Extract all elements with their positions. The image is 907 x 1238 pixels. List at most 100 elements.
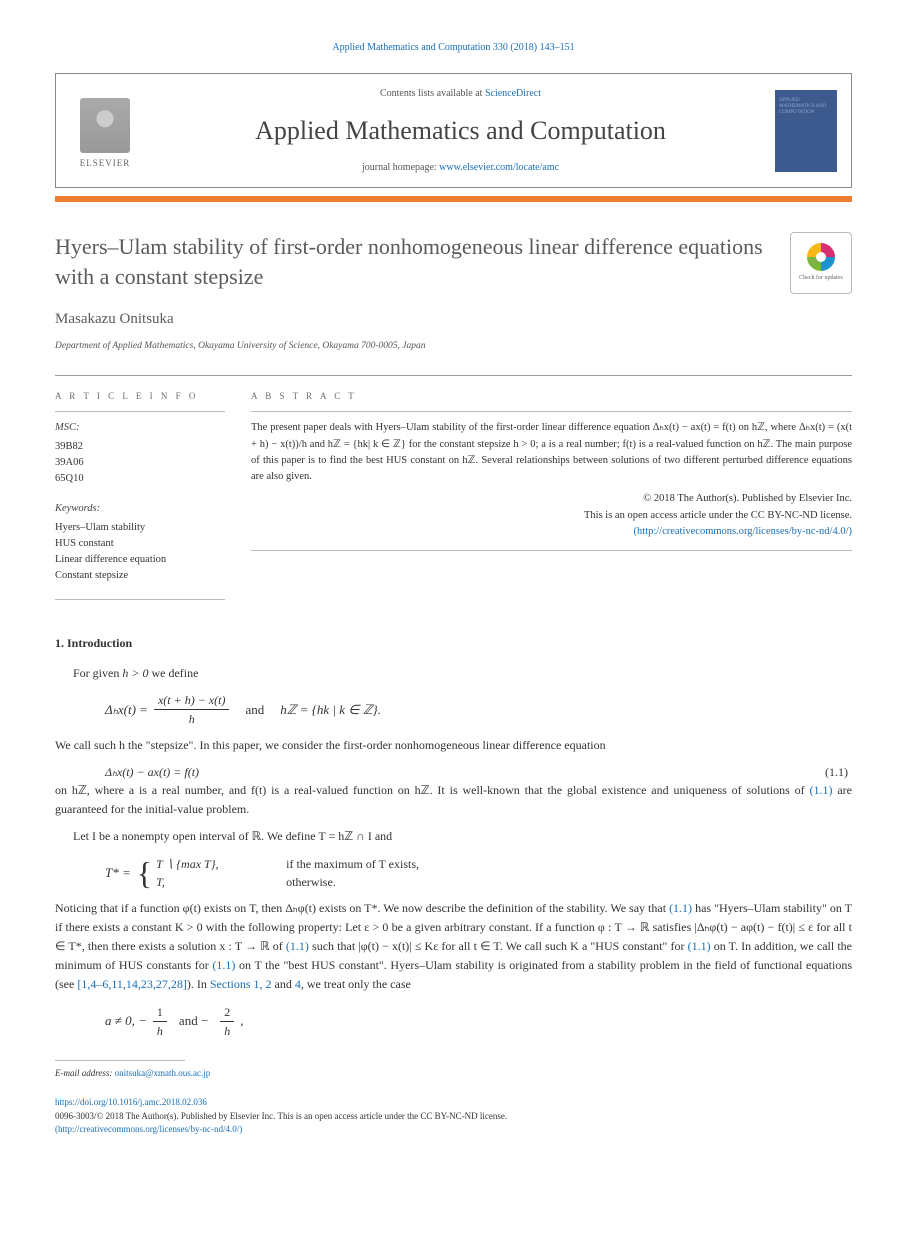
- footer-divider: [55, 1060, 185, 1061]
- check-updates-badge[interactable]: Check for updates: [790, 232, 852, 294]
- article-info-col: A R T I C L E I N F O MSC: 39B82 39A06 6…: [55, 390, 225, 608]
- email-label: E-mail address:: [55, 1068, 115, 1078]
- publisher-label: ELSEVIER: [80, 157, 131, 171]
- text-span: Noticing that if a function φ(t) exists …: [55, 901, 669, 915]
- publisher-logo: ELSEVIER: [70, 91, 140, 171]
- contents-line: Contents lists available at ScienceDirec…: [158, 86, 763, 101]
- equation-number: (1.1): [825, 763, 848, 781]
- section-ref-link[interactable]: Sections 1, 2: [210, 977, 272, 991]
- license-link[interactable]: (http://creativecommons.org/licenses/by-…: [633, 526, 852, 537]
- text-span: and: [272, 977, 295, 991]
- equation-display: T* = { T ∖ {max T}, if the maximum of T …: [105, 855, 852, 891]
- thin-divider: [251, 411, 852, 412]
- keywords-label: Keywords:: [55, 501, 225, 517]
- journal-header: ELSEVIER Contents lists available at Sci…: [55, 73, 852, 188]
- abstract-text: The present paper deals with Hyers–Ulam …: [251, 420, 852, 485]
- math-inline: h > 0: [122, 666, 148, 680]
- thin-divider: [251, 550, 852, 551]
- case-lhs: T ∖ {max T},: [156, 855, 286, 873]
- sciencedirect-link[interactable]: ScienceDirect: [485, 88, 541, 99]
- abstract-col: A B S T R A C T The present paper deals …: [251, 390, 852, 608]
- equation-ref-link[interactable]: (1.1): [669, 901, 692, 915]
- contents-prefix: Contents lists available at: [380, 88, 485, 99]
- article-title: Hyers–Ulam stability of first-order nonh…: [55, 232, 774, 291]
- orange-divider: [55, 196, 852, 202]
- case-rhs: otherwise.: [286, 873, 336, 891]
- fraction: 2 h: [220, 1003, 234, 1040]
- body-paragraph: Noticing that if a function φ(t) exists …: [55, 899, 852, 995]
- issn-line: 0096-3003/© 2018 The Author(s). Publishe…: [55, 1110, 852, 1124]
- journal-name: Applied Mathematics and Computation: [158, 111, 763, 150]
- title-row: Hyers–Ulam stability of first-order nonh…: [55, 232, 852, 294]
- left-brace-icon: {: [137, 857, 152, 889]
- elsevier-tree-icon: [80, 98, 130, 153]
- equation-ref-link[interactable]: (1.1): [286, 939, 309, 953]
- homepage-line: journal homepage: www.elsevier.com/locat…: [158, 160, 763, 175]
- case-lhs: T,: [156, 873, 286, 891]
- homepage-link[interactable]: www.elsevier.com/locate/amc: [439, 162, 559, 173]
- fraction-numerator: 1: [153, 1003, 167, 1022]
- msc-item: 39A06: [55, 455, 225, 471]
- doi-link[interactable]: https://doi.org/10.1016/j.amc.2018.02.03…: [55, 1097, 207, 1107]
- abstract-label: A B S T R A C T: [251, 390, 852, 404]
- keywords-block: Keywords: Hyers–Ulam stability HUS const…: [55, 501, 225, 584]
- math-span: a ≠ 0, −: [105, 1011, 147, 1031]
- text-span: ,: [240, 1011, 243, 1031]
- article-info-label: A R T I C L E I N F O: [55, 390, 225, 404]
- footer-block: https://doi.org/10.1016/j.amc.2018.02.03…: [55, 1096, 852, 1137]
- equation-ref-link[interactable]: (1.1): [688, 939, 711, 953]
- thin-divider: [55, 599, 225, 600]
- equation-numbered: Δₕx(t) − ax(t) = f(t) (1.1): [55, 763, 852, 781]
- msc-item: 65Q10: [55, 471, 225, 487]
- text-span: and −: [179, 1011, 208, 1031]
- msc-item: 39B82: [55, 439, 225, 455]
- fraction-denominator: h: [153, 1022, 167, 1040]
- msc-label: MSC:: [55, 420, 225, 436]
- equation-ref-link[interactable]: (1.1): [810, 783, 833, 797]
- body-paragraph: We call such h the "stepsize". In this p…: [55, 736, 852, 755]
- text-span: on hℤ, where a is a real number, and f(t…: [55, 783, 810, 797]
- copyright-line: © 2018 The Author(s). Published by Elsev…: [251, 491, 852, 507]
- check-updates-label: Check for updates: [799, 274, 843, 283]
- page: Applied Mathematics and Computation 330 …: [0, 0, 907, 1167]
- fraction-numerator: x(t + h) − x(t): [154, 691, 230, 710]
- keyword-item: HUS constant: [55, 536, 225, 552]
- fraction: 1 h: [153, 1003, 167, 1040]
- math-span: T* =: [105, 863, 131, 883]
- copyright-line: This is an open access article under the…: [251, 508, 852, 524]
- case-rhs: if the maximum of T exists,: [286, 855, 419, 873]
- equation-ref-link[interactable]: (1.1): [212, 958, 235, 972]
- fraction-numerator: 2: [220, 1003, 234, 1022]
- body-paragraph: For given h > 0 we define: [55, 664, 852, 683]
- equation-display: Δₕx(t) = x(t + h) − x(t) h and hℤ = {hk …: [105, 691, 852, 728]
- divider: [55, 375, 852, 376]
- header-center: Contents lists available at ScienceDirec…: [158, 86, 763, 175]
- section-heading: 1. Introduction: [55, 634, 852, 652]
- journal-reference: Applied Mathematics and Computation 330 …: [55, 40, 852, 55]
- text-span: Let I be a nonempty open interval of ℝ. …: [73, 829, 392, 843]
- text-span: , we treat only the case: [301, 977, 411, 991]
- footer-email: E-mail address: onitsuka@xmath.ous.ac.jp: [55, 1067, 852, 1081]
- license-link[interactable]: (http://creativecommons.org/licenses/by-…: [55, 1124, 242, 1134]
- info-abstract-row: A R T I C L E I N F O MSC: 39B82 39A06 6…: [55, 390, 852, 608]
- email-link[interactable]: onitsuka@xmath.ous.ac.jp: [115, 1068, 211, 1078]
- body-paragraph: on hℤ, where a is a real number, and f(t…: [55, 781, 852, 819]
- author-name: Masakazu Onitsuka: [55, 308, 852, 331]
- cases-brace: { T ∖ {max T}, if the maximum of T exist…: [137, 855, 419, 891]
- keyword-item: Constant stepsize: [55, 568, 225, 584]
- fraction-denominator: h: [154, 710, 230, 728]
- text-span: such that |φ(t) − x(t)| ≤ Kε for all t ∈…: [309, 939, 688, 953]
- keyword-item: Hyers–Ulam stability: [55, 520, 225, 536]
- text-span: we define: [148, 666, 198, 680]
- math-span: Δₕx(t) =: [105, 700, 148, 720]
- equation-body: Δₕx(t) − ax(t) = f(t): [105, 763, 825, 781]
- fraction-denominator: h: [220, 1022, 234, 1040]
- text-span: and: [245, 700, 264, 720]
- fraction: x(t + h) − x(t) h: [154, 691, 230, 728]
- journal-cover-thumb: APPLIED MATHEMATICS AND COMPUTATION: [775, 90, 837, 172]
- citation-link[interactable]: [1,4–6,11,14,23,27,28]: [77, 977, 187, 991]
- msc-block: MSC: 39B82 39A06 65Q10: [55, 420, 225, 487]
- copyright-block: © 2018 The Author(s). Published by Elsev…: [251, 491, 852, 540]
- keyword-item: Linear difference equation: [55, 552, 225, 568]
- math-span: hℤ = {hk | k ∈ ℤ}.: [280, 700, 381, 720]
